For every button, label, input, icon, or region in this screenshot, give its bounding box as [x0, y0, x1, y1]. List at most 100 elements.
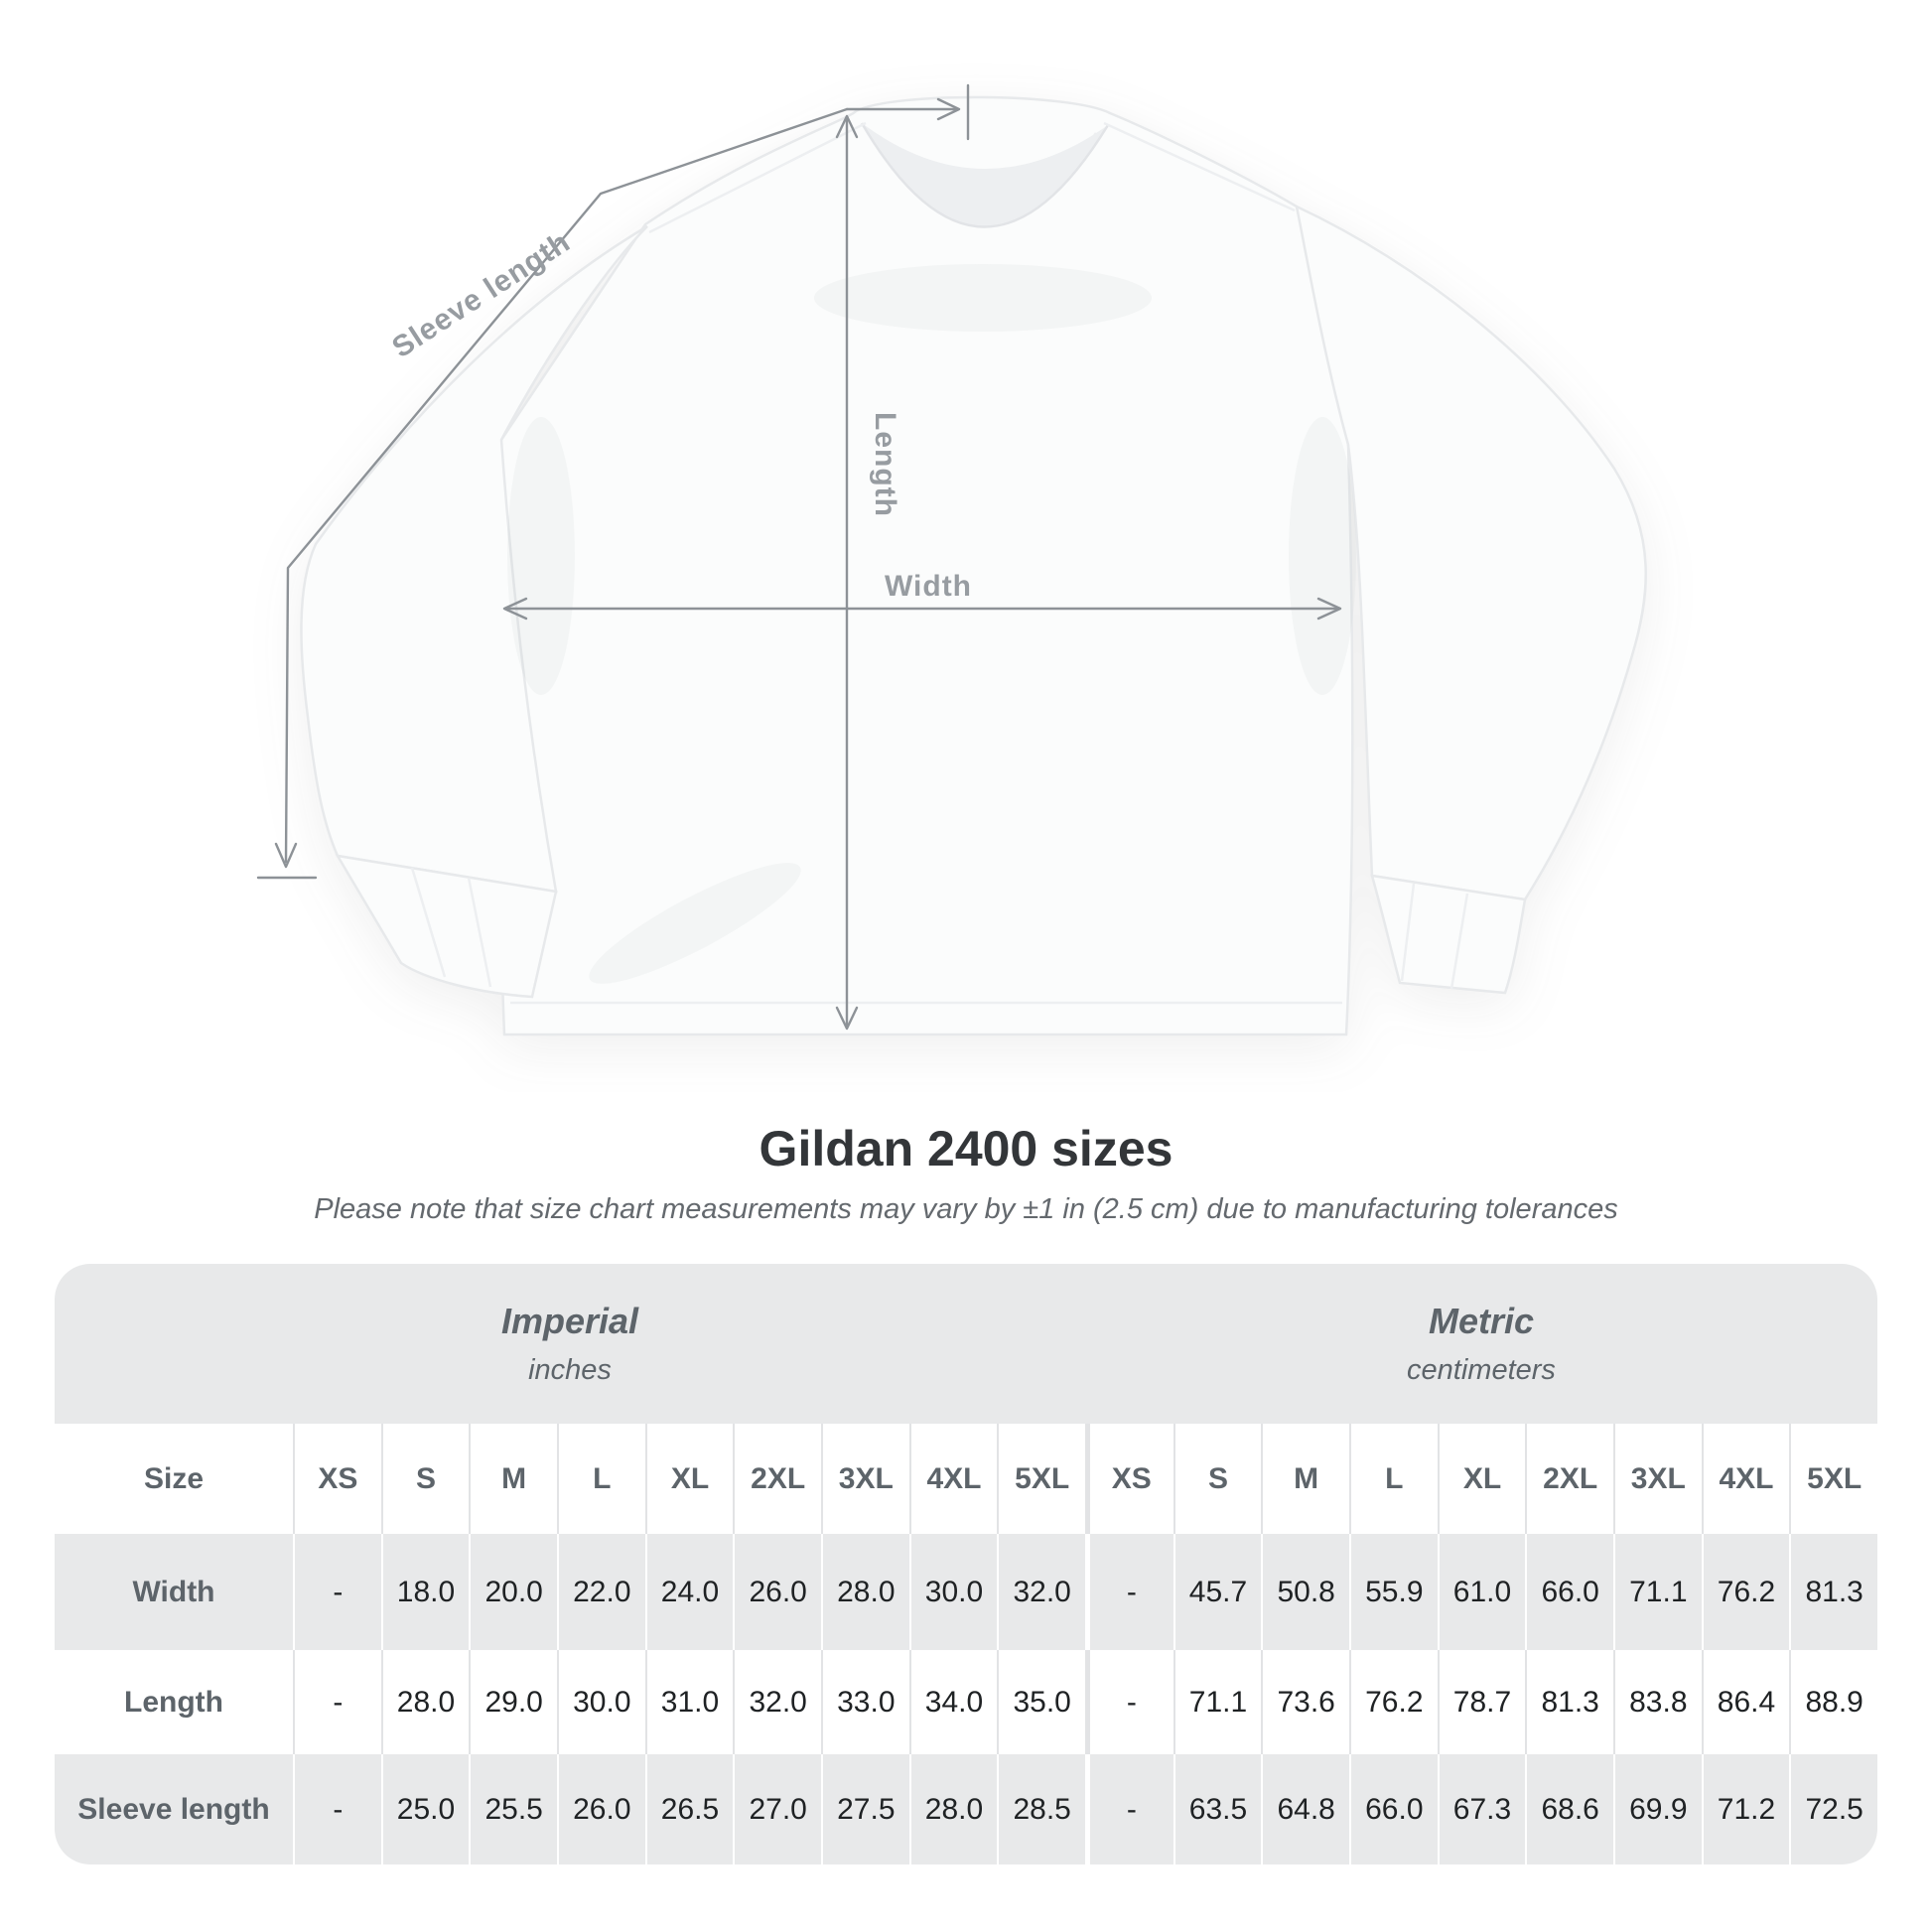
imperial-label: Imperial [500, 1301, 639, 1341]
value-cell: 27.5 [820, 1754, 909, 1864]
value-cell: 50.8 [1261, 1534, 1349, 1650]
value-cell: 29.0 [469, 1650, 557, 1754]
page-subtitle: Please note that size chart measurements… [314, 1193, 1618, 1225]
page-title: Gildan 2400 sizes [759, 1121, 1173, 1176]
value-cell: 76.2 [1701, 1534, 1790, 1650]
value-cell: 66.0 [1525, 1534, 1613, 1650]
size-header-4xl-metric: 4XL [1701, 1424, 1790, 1534]
value-cell: 81.3 [1789, 1534, 1877, 1650]
size-header-2xl-imperial: 2XL [733, 1424, 821, 1534]
size-header-3xl-imperial: 3XL [820, 1424, 909, 1534]
value-cell: - [1084, 1534, 1173, 1650]
value-cell: 78.7 [1437, 1650, 1526, 1754]
value-cell: 71.1 [1612, 1534, 1702, 1650]
value-cell: 66.0 [1348, 1754, 1438, 1864]
row-label: Sleeve length [77, 1792, 270, 1826]
value-cell: 32.0 [997, 1534, 1085, 1650]
table-row-length: Length -28.0 29.0 30.0 31.0 32.0 33.0 34.0 35.0-… [55, 1650, 1877, 1754]
unit-band: Imperial inches Metric centimeters [55, 1264, 1877, 1424]
imperial-group-header: Imperial inches [55, 1264, 1085, 1424]
value-cell: 73.6 [1261, 1650, 1349, 1754]
size-header-xl-imperial: XL [644, 1424, 734, 1534]
value-cell: 35.0 [997, 1650, 1085, 1754]
value-cell: 28.0 [380, 1650, 470, 1754]
size-header-m-imperial: M [469, 1424, 557, 1534]
metric-sublabel: centimeters [1407, 1354, 1556, 1386]
value-cell: 20.0 [469, 1534, 557, 1650]
size-header-2xl-metric: 2XL [1525, 1424, 1613, 1534]
value-cell: 76.2 [1348, 1650, 1438, 1754]
value-cell: 25.5 [469, 1754, 557, 1864]
size-header-xs-imperial: XS [293, 1424, 381, 1534]
size-header-row: Size XS S M L XL 2XL 3XL 4XL 5XL XS S M L XL 2XL 3XL 4XL 5… [55, 1424, 1877, 1534]
value-cell: 71.2 [1701, 1754, 1790, 1864]
width-label: Width [885, 570, 972, 603]
size-header-xs-metric: XS [1084, 1424, 1173, 1534]
value-cell: 88.9 [1789, 1650, 1877, 1754]
shirt-torso [496, 95, 1354, 1036]
value-cell: 64.8 [1261, 1754, 1349, 1864]
value-cell: - [293, 1534, 381, 1650]
value-cell: 67.3 [1437, 1754, 1526, 1864]
metric-label: Metric [1428, 1301, 1535, 1341]
size-header-4xl-imperial: 4XL [908, 1424, 998, 1534]
value-cell: 18.0 [380, 1534, 470, 1650]
value-cell: - [293, 1650, 381, 1754]
value-cell: 33.0 [820, 1650, 909, 1754]
value-cell: 81.3 [1525, 1650, 1613, 1754]
value-cell: 34.0 [908, 1650, 998, 1754]
value-cell: 63.5 [1173, 1754, 1262, 1864]
value-cell: 72.5 [1789, 1754, 1877, 1864]
length-annotation: Length [835, 114, 901, 1031]
size-header-l-metric: L [1348, 1424, 1438, 1534]
row-label: Width [132, 1575, 215, 1608]
value-cell: 26.0 [556, 1754, 645, 1864]
value-cell: 71.1 [1173, 1650, 1262, 1754]
size-header-5xl-imperial: 5XL [997, 1424, 1085, 1534]
size-header-s-metric: S [1173, 1424, 1262, 1534]
size-header-5xl-metric: 5XL [1789, 1424, 1877, 1534]
shirt-left-sleeve [300, 224, 648, 894]
value-cell: 26.5 [644, 1754, 734, 1864]
size-table: Imperial inches Metric centimeters Size X… [55, 1264, 1877, 1864]
corner-label: Size [143, 1461, 205, 1495]
value-cell: 26.0 [733, 1534, 821, 1650]
value-cell: 28.0 [908, 1754, 998, 1864]
value-cell: 83.8 [1612, 1650, 1702, 1754]
value-cell: 69.9 [1612, 1754, 1702, 1864]
value-cell: 45.7 [1173, 1534, 1262, 1650]
metric-group-header: Metric centimeters [1085, 1264, 1877, 1424]
size-header-s-imperial: S [380, 1424, 470, 1534]
length-label: Length [869, 412, 901, 517]
value-cell: 28.0 [820, 1534, 909, 1650]
imperial-sublabel: inches [528, 1354, 612, 1386]
value-cell: 61.0 [1437, 1534, 1526, 1650]
size-header-l-imperial: L [556, 1424, 645, 1534]
value-cell: 31.0 [644, 1650, 734, 1754]
value-cell: 30.0 [908, 1534, 998, 1650]
product-photo-long-sleeve-shirt: Sleeve length Length Width [256, 83, 1647, 1036]
value-cell: - [293, 1754, 381, 1864]
shirt-right-sleeve [1295, 204, 1647, 901]
value-cell: - [1084, 1754, 1173, 1864]
value-cell: 68.6 [1525, 1754, 1613, 1864]
value-cell: 22.0 [556, 1534, 645, 1650]
value-cell: 86.4 [1701, 1650, 1790, 1754]
size-header-xl-metric: XL [1437, 1424, 1526, 1534]
value-cell: 25.0 [380, 1754, 470, 1864]
shirt-left-cuff [335, 854, 558, 999]
value-cell: 30.0 [556, 1650, 645, 1754]
width-annotation: Width [502, 570, 1342, 621]
value-cell: 24.0 [644, 1534, 734, 1650]
value-cell: 28.5 [997, 1754, 1085, 1864]
table-body: Width -18.0 20.0 22.0 24.0 26.0 28.0 30.0 32.0-4… [55, 1534, 1877, 1864]
value-cell: 55.9 [1348, 1534, 1438, 1650]
value-cell: 27.0 [733, 1754, 821, 1864]
table-row-sleeve-length: Sleeve length -25.0 25.5 26.0 26.5 27.0 27.5 28… [55, 1754, 1877, 1864]
size-header-3xl-metric: 3XL [1612, 1424, 1702, 1534]
value-cell: - [1084, 1650, 1173, 1754]
size-header-m-metric: M [1261, 1424, 1349, 1534]
value-cell: 32.0 [733, 1650, 821, 1754]
row-label: Length [124, 1685, 223, 1719]
